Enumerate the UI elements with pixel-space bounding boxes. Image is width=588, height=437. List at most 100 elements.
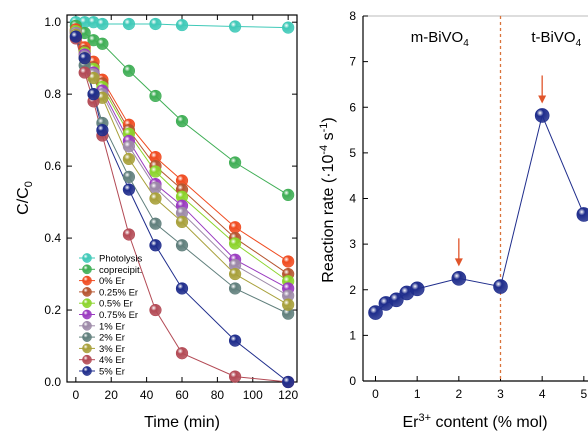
data-point [96, 17, 109, 31]
left-y-tick-label: 0.4 [44, 231, 61, 245]
data-point [149, 165, 162, 178]
data-point [96, 124, 109, 137]
legend-label: 0.75% Er [99, 310, 138, 321]
left-y-tick-label: 1.0 [44, 15, 61, 29]
data-point [149, 192, 162, 205]
right-y-tick-label: 6 [349, 100, 356, 114]
left-y-tick-label: 0.0 [44, 375, 61, 389]
left-x-tick-label: 60 [175, 388, 189, 402]
left-x-tick-label: 20 [105, 388, 119, 402]
data-point [122, 170, 136, 184]
data-point [149, 181, 162, 194]
right-y-tick-label: 8 [349, 9, 356, 23]
legend-marker [82, 287, 92, 297]
left-x-tick-label: 0 [73, 388, 80, 402]
data-point [282, 21, 295, 34]
left-y-tick-label: 0.2 [44, 303, 61, 317]
right-axis-ticks: 0 1 2 3 4 5 0 1 2 3 4 5 6 7 8 [349, 9, 587, 401]
legend-label: 1% Er [99, 321, 125, 332]
highlight-arrow-head [538, 95, 547, 104]
data-point [122, 64, 136, 77]
data-point [122, 140, 136, 153]
right-x-tick-label: 5 [580, 387, 587, 401]
left-x-axis-label: Time (min) [144, 414, 220, 431]
data-point [282, 375, 295, 389]
right-x-tick-label: 3 [497, 387, 504, 401]
right-arrows [454, 75, 547, 267]
left-chart: 0 20 40 60 80 100 120 0.0 0.2 0.4 0.6 0.8 1.0 Photol… [15, 14, 298, 431]
data-point [228, 221, 242, 234]
rate-point [576, 207, 588, 222]
legend-label: 2% Er [99, 333, 125, 344]
data-point [282, 255, 295, 268]
data-point [228, 20, 242, 33]
left-series-points [69, 16, 295, 389]
right-y-tick-label: 7 [349, 55, 356, 69]
data-point [282, 188, 295, 202]
data-point [228, 334, 242, 347]
data-point [87, 71, 100, 85]
legend-marker [82, 320, 92, 331]
legend-marker [82, 343, 92, 354]
phase-label-monoclinic: m-BiVO4 [411, 29, 470, 49]
legend-label: 5% Er [99, 367, 125, 378]
left-x-tick-label: 100 [243, 388, 263, 402]
left-y-axis-label: C/C0 [15, 181, 35, 215]
data-point [175, 347, 189, 360]
legend-label: 3% Er [99, 344, 125, 355]
rate-line [375, 113, 585, 313]
data-point [122, 17, 136, 31]
rate-point [368, 305, 383, 320]
rate-point [451, 271, 467, 286]
right-y-tick-label: 2 [349, 283, 356, 297]
data-point [175, 215, 189, 228]
data-point [228, 267, 242, 281]
legend-marker [82, 354, 92, 365]
right-x-tick-label: 2 [455, 387, 462, 401]
legend-marker [82, 275, 92, 286]
rate-point [493, 279, 508, 294]
data-point [78, 52, 91, 65]
right-y-tick-label: 5 [349, 146, 356, 160]
legend-marker [82, 366, 92, 376]
data-point [122, 228, 136, 241]
rate-point [389, 292, 404, 308]
data-point [122, 183, 136, 196]
data-point [149, 239, 162, 252]
data-point [149, 17, 162, 31]
left-y-tick-label: 0.6 [44, 159, 61, 173]
legend-label: Photolysis [99, 254, 143, 265]
legend-marker [82, 332, 92, 342]
data-point [175, 282, 189, 295]
data-point [228, 370, 242, 383]
phase-label-tetragonal: t-BiVO4 [531, 29, 581, 49]
legend-marker [82, 298, 92, 309]
data-point [149, 217, 162, 230]
right-series-line [375, 113, 585, 313]
right-x-tick-label: 4 [539, 387, 546, 401]
right-y-tick-label: 4 [349, 192, 356, 206]
data-point [175, 18, 189, 32]
right-x-tick-label: 1 [414, 387, 421, 401]
right-x-tick-label: 0 [372, 387, 379, 401]
left-x-tick-label: 80 [211, 388, 225, 402]
left-x-tick-label: 40 [140, 388, 154, 402]
right-y-tick-label: 0 [349, 374, 356, 388]
right-chart: 0 1 2 3 4 5 0 1 2 3 4 5 6 7 8 m-BiVO4 t-BiVO4 Er3+ con… [318, 9, 588, 431]
legend-label: 0.5% Er [99, 299, 133, 310]
data-point [69, 30, 82, 43]
data-point [149, 303, 162, 317]
legend-label: coprecipit. [99, 265, 142, 276]
data-point [282, 298, 295, 311]
left-x-tick-label: 120 [278, 388, 298, 402]
data-point [96, 37, 109, 50]
data-point [228, 237, 242, 250]
data-point [228, 156, 242, 169]
data-point [87, 88, 100, 101]
right-y-axis-label: Reaction rate (·10-4 s-1) [318, 117, 337, 282]
legend-marker [82, 253, 92, 263]
legend-label: 4% Er [99, 355, 125, 366]
legend-label: 0% Er [99, 276, 125, 287]
